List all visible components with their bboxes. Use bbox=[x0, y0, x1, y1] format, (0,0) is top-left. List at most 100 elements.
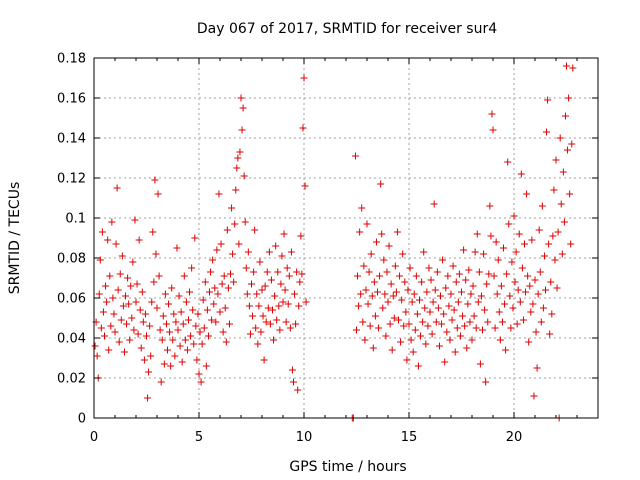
data-point bbox=[480, 250, 488, 258]
data-point bbox=[233, 164, 241, 172]
data-point bbox=[409, 348, 417, 356]
data-point bbox=[426, 308, 434, 316]
data-point bbox=[526, 282, 534, 290]
data-point bbox=[116, 270, 124, 278]
data-point bbox=[162, 320, 170, 328]
data-point bbox=[437, 292, 444, 300]
data-point bbox=[495, 308, 503, 316]
data-point bbox=[497, 282, 505, 290]
data-point bbox=[201, 278, 209, 286]
data-point bbox=[537, 318, 545, 326]
data-point bbox=[107, 322, 115, 330]
data-point bbox=[284, 300, 292, 308]
data-point bbox=[282, 318, 290, 326]
data-point bbox=[470, 312, 478, 320]
data-point bbox=[535, 226, 543, 234]
data-point bbox=[213, 246, 221, 254]
data-point bbox=[277, 280, 285, 288]
data-point bbox=[185, 316, 192, 324]
data-point bbox=[215, 190, 223, 198]
data-point bbox=[399, 250, 407, 258]
data-point bbox=[245, 302, 253, 310]
data-point bbox=[534, 290, 542, 298]
data-point bbox=[372, 238, 380, 246]
data-point bbox=[176, 342, 184, 350]
data-point bbox=[278, 252, 286, 260]
data-point bbox=[507, 324, 515, 332]
data-point bbox=[375, 324, 383, 332]
data-point bbox=[179, 320, 187, 328]
data-point bbox=[271, 292, 279, 300]
data-point bbox=[124, 274, 132, 282]
y-axis-label: SRMTID / TECUs bbox=[7, 182, 23, 295]
data-point bbox=[267, 276, 275, 284]
data-point bbox=[269, 306, 276, 314]
data-point bbox=[510, 212, 518, 220]
data-point bbox=[204, 332, 212, 340]
data-point bbox=[207, 268, 215, 276]
data-point bbox=[502, 346, 510, 354]
data-point bbox=[488, 110, 496, 118]
data-point bbox=[113, 184, 121, 192]
data-point bbox=[270, 336, 278, 344]
data-point bbox=[552, 156, 560, 164]
data-point bbox=[275, 302, 283, 310]
data-point bbox=[257, 328, 265, 336]
data-point bbox=[294, 386, 302, 394]
data-point bbox=[505, 220, 513, 228]
data-point bbox=[242, 264, 250, 272]
data-point bbox=[197, 378, 205, 386]
data-point bbox=[362, 286, 370, 294]
data-point bbox=[476, 360, 484, 368]
data-point bbox=[532, 328, 540, 336]
data-point bbox=[281, 286, 289, 294]
data-point bbox=[391, 262, 399, 270]
data-point bbox=[400, 322, 408, 330]
data-point bbox=[540, 252, 548, 260]
data-point bbox=[493, 290, 501, 298]
data-point bbox=[379, 304, 387, 312]
data-point bbox=[418, 278, 426, 286]
data-point bbox=[194, 310, 202, 318]
data-point bbox=[383, 268, 391, 276]
data-point bbox=[569, 64, 577, 72]
data-point bbox=[189, 306, 197, 314]
data-point bbox=[135, 236, 143, 244]
data-point bbox=[283, 264, 291, 272]
data-point bbox=[249, 312, 257, 320]
data-point bbox=[463, 344, 471, 352]
data-point bbox=[104, 236, 112, 244]
data-point bbox=[504, 158, 512, 166]
data-point bbox=[140, 356, 148, 364]
data-point bbox=[175, 292, 183, 300]
data-point bbox=[248, 280, 255, 288]
data-point bbox=[524, 272, 532, 280]
data-point bbox=[390, 314, 398, 322]
data-point bbox=[566, 190, 574, 198]
data-point bbox=[293, 268, 301, 276]
y-tick-label: 0.12 bbox=[57, 172, 86, 187]
data-point bbox=[301, 182, 309, 190]
data-point bbox=[431, 286, 439, 294]
data-point bbox=[216, 308, 224, 316]
data-point bbox=[514, 286, 522, 294]
data-point bbox=[261, 282, 269, 290]
data-point bbox=[130, 326, 138, 334]
data-point bbox=[164, 346, 171, 354]
data-point bbox=[489, 126, 497, 134]
data-point bbox=[447, 290, 455, 298]
data-point bbox=[550, 186, 558, 194]
data-points bbox=[91, 62, 577, 422]
data-point bbox=[174, 326, 182, 334]
data-point bbox=[501, 300, 509, 308]
data-point bbox=[377, 180, 385, 188]
x-axis-label: GPS time / hours bbox=[289, 459, 406, 475]
data-point bbox=[108, 218, 116, 226]
data-point bbox=[366, 322, 374, 330]
data-point bbox=[365, 268, 373, 276]
data-point bbox=[496, 336, 504, 344]
data-point bbox=[446, 336, 454, 344]
data-point bbox=[419, 318, 427, 326]
data-point bbox=[462, 276, 470, 284]
data-point bbox=[136, 306, 144, 314]
